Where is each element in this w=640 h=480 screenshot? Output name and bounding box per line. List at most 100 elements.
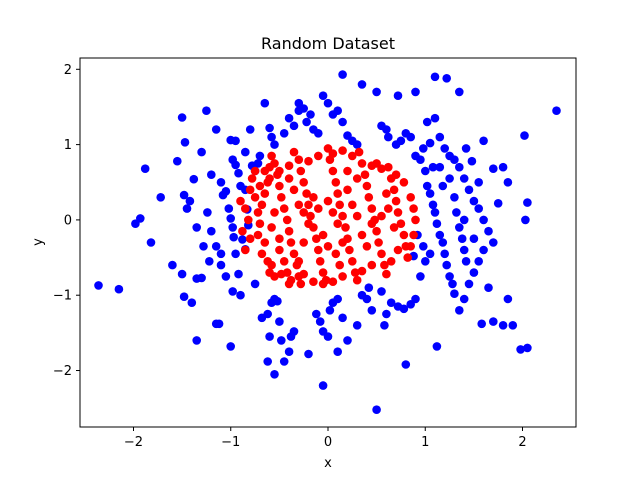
data-point xyxy=(314,129,323,138)
data-point xyxy=(382,309,391,319)
data-point xyxy=(323,98,333,108)
data-point xyxy=(284,347,294,357)
data-point xyxy=(275,234,284,243)
data-point xyxy=(180,138,190,147)
x-tick-label: 1 xyxy=(421,435,429,450)
data-point xyxy=(304,200,313,210)
data-point xyxy=(238,226,247,236)
data-point xyxy=(425,189,435,198)
data-point xyxy=(299,238,309,247)
data-point xyxy=(479,215,488,225)
data-point xyxy=(192,223,201,232)
data-point xyxy=(131,219,140,228)
data-point xyxy=(493,199,503,208)
data-point xyxy=(294,106,304,115)
data-point xyxy=(469,234,479,243)
data-point xyxy=(177,269,187,279)
data-point xyxy=(284,174,294,183)
data-point xyxy=(199,242,208,251)
data-point xyxy=(257,249,267,259)
data-point xyxy=(430,72,440,82)
data-point xyxy=(192,336,201,345)
data-point xyxy=(197,273,206,283)
data-point xyxy=(306,110,315,119)
data-point xyxy=(384,132,393,142)
x-axis-ticks: −2 −1 0 1 2 xyxy=(124,427,527,450)
data-point xyxy=(304,349,313,359)
data-point xyxy=(450,155,459,164)
data-point xyxy=(241,147,250,157)
data-point xyxy=(265,174,274,183)
data-point xyxy=(325,306,335,315)
data-points xyxy=(94,70,561,415)
data-point xyxy=(411,87,420,97)
data-point xyxy=(461,144,471,153)
data-point xyxy=(469,196,479,206)
data-point xyxy=(406,242,416,251)
data-point xyxy=(221,272,231,281)
x-tick-label: 0 xyxy=(324,435,332,450)
data-point xyxy=(348,257,357,266)
data-point xyxy=(302,189,311,198)
data-point xyxy=(236,196,245,206)
data-point xyxy=(335,200,345,210)
data-point xyxy=(185,196,195,206)
data-point xyxy=(114,284,124,294)
data-point xyxy=(279,257,289,266)
data-point xyxy=(411,215,420,225)
data-point xyxy=(286,238,296,247)
data-point xyxy=(367,219,377,228)
data-point xyxy=(338,313,347,323)
data-point xyxy=(393,208,403,217)
data-point xyxy=(374,238,383,247)
data-point xyxy=(516,345,525,354)
data-point xyxy=(234,269,243,279)
data-point xyxy=(263,357,273,366)
data-point xyxy=(205,257,214,266)
data-point xyxy=(309,193,318,202)
data-point xyxy=(216,249,226,259)
data-point xyxy=(338,117,347,127)
data-point xyxy=(459,245,469,255)
data-point xyxy=(484,226,493,236)
data-point xyxy=(265,332,274,341)
data-point xyxy=(338,70,347,79)
data-point xyxy=(187,298,197,308)
data-point xyxy=(299,178,309,187)
data-point xyxy=(457,234,467,243)
data-point xyxy=(318,381,328,390)
data-point xyxy=(399,304,409,314)
data-point xyxy=(277,269,286,279)
data-point xyxy=(391,196,401,206)
y-tick-label: 1 xyxy=(64,138,72,153)
data-point xyxy=(503,178,513,187)
data-point xyxy=(523,198,532,207)
data-point xyxy=(406,132,416,142)
data-point xyxy=(260,98,270,108)
data-point xyxy=(302,117,311,127)
data-point xyxy=(267,223,276,232)
data-point xyxy=(421,166,430,176)
data-point xyxy=(348,200,357,210)
data-point xyxy=(306,211,315,221)
data-point xyxy=(474,257,484,266)
data-point xyxy=(182,204,192,213)
data-point xyxy=(284,161,294,170)
data-point xyxy=(234,168,243,178)
data-point xyxy=(277,336,286,345)
data-point xyxy=(318,279,328,289)
data-point xyxy=(435,132,445,142)
data-point xyxy=(296,166,306,176)
data-point xyxy=(253,230,263,240)
data-point xyxy=(396,136,406,146)
x-tick-label: 2 xyxy=(518,435,526,450)
data-point xyxy=(207,226,216,236)
data-point xyxy=(284,226,294,236)
data-point xyxy=(343,166,352,176)
y-tick-label: −2 xyxy=(53,364,72,379)
data-point xyxy=(333,219,343,228)
data-point xyxy=(364,283,374,293)
data-point xyxy=(275,245,284,255)
data-point xyxy=(508,321,518,330)
